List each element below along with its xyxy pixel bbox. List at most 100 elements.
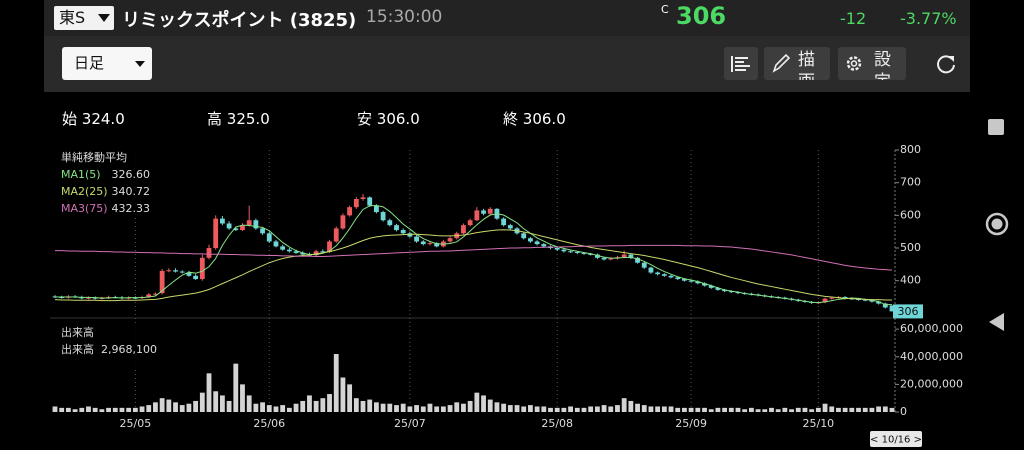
ma-line xyxy=(55,244,893,271)
volume-bar xyxy=(541,406,547,412)
volume-bar xyxy=(615,405,620,412)
legend-value: 326.60 xyxy=(112,168,151,181)
volume-bar xyxy=(715,407,721,412)
settings-button[interactable]: 設定 xyxy=(838,47,906,80)
candle-body xyxy=(219,218,225,224)
volume-title: 出来高 xyxy=(61,325,94,339)
refresh-button[interactable] xyxy=(934,52,958,76)
candle-body xyxy=(668,275,674,278)
candle-body xyxy=(842,297,848,299)
draw-button[interactable]: 描画 xyxy=(764,47,830,80)
volume-bar xyxy=(186,403,192,412)
candle-body xyxy=(206,248,212,258)
volume-bar xyxy=(635,403,640,412)
stock-name: リミックスポイント (3825) xyxy=(122,10,357,31)
volume-bar xyxy=(273,406,279,412)
volume-bar xyxy=(601,405,607,412)
volume-bar xyxy=(782,407,788,412)
candle-body xyxy=(608,258,614,260)
volume-bar xyxy=(300,400,306,412)
volume-bar xyxy=(52,406,58,412)
candle-body xyxy=(715,287,721,290)
volume-bar xyxy=(755,409,761,412)
candle-body xyxy=(722,289,728,292)
volume-bar xyxy=(126,407,132,412)
y-tick-label: 40,000,000 xyxy=(900,350,963,363)
indicator-button[interactable] xyxy=(724,47,758,80)
volume-bar xyxy=(434,406,440,412)
candle-body xyxy=(380,212,386,221)
y-tick-label: 700 xyxy=(900,176,921,189)
candle-body xyxy=(253,220,259,229)
volume-bar xyxy=(648,406,654,412)
volume-bar xyxy=(327,394,332,412)
candle-body xyxy=(554,248,560,250)
candle-body xyxy=(574,251,580,253)
y-tick-label: 60,000,000 xyxy=(900,322,963,335)
candle-body xyxy=(333,228,339,242)
candle-body xyxy=(601,257,607,260)
candle-body xyxy=(246,220,252,226)
volume-bar xyxy=(166,399,172,412)
volume-bar xyxy=(387,403,393,412)
volume-bar xyxy=(869,407,875,412)
candle-body xyxy=(487,208,493,214)
volume-bar xyxy=(373,402,379,412)
volume-bar xyxy=(521,406,527,412)
volume-bar xyxy=(748,407,754,412)
candle-body xyxy=(702,283,707,286)
candle-body xyxy=(400,230,406,234)
volume-bar xyxy=(360,400,366,412)
legend-name: MA3(75) xyxy=(61,202,108,215)
candle-body xyxy=(240,225,245,231)
volume-bar xyxy=(822,403,828,412)
candle-body xyxy=(561,249,567,252)
time: 15:30:00 xyxy=(366,7,443,27)
candle-body xyxy=(86,297,91,299)
volume-bar xyxy=(219,395,225,412)
volume-bar xyxy=(836,407,841,412)
volume-bar xyxy=(72,409,78,412)
volume-bar xyxy=(79,407,85,412)
candle-body xyxy=(193,275,199,280)
volume-bar xyxy=(655,406,661,412)
volume-bar xyxy=(815,407,821,412)
volume-bar xyxy=(340,377,346,412)
y-tick-label: 20,000,000 xyxy=(900,377,963,390)
ohlc-high: 高 325.0 xyxy=(207,108,270,129)
volume-bar xyxy=(367,399,373,412)
volume-bar xyxy=(862,407,868,412)
volume-bar xyxy=(534,406,540,412)
candle-body xyxy=(447,238,453,242)
ohlc-value: 306.0 xyxy=(522,110,566,128)
period-select[interactable]: 日足 xyxy=(62,47,152,80)
candle-body xyxy=(501,218,507,226)
nav-home[interactable] xyxy=(985,212,1009,236)
plot-area: 400 500 600 700 800 0 20,000,000 40,000,000 60,0… xyxy=(52,143,963,430)
change: -12 xyxy=(840,9,867,28)
volume-bar xyxy=(728,407,734,412)
volume-bar xyxy=(407,406,413,412)
nav-back[interactable] xyxy=(989,313,1004,331)
candle-body xyxy=(132,297,138,299)
volume-bar xyxy=(474,392,480,412)
volume-bar xyxy=(795,407,801,412)
nav-recents[interactable] xyxy=(988,119,1004,135)
cursor-label: < 10/16 > xyxy=(870,435,922,446)
candle-body xyxy=(420,241,426,245)
volume-bar xyxy=(280,405,286,412)
dropdown-arrow xyxy=(98,14,110,22)
ohlc-low: 安 306.0 xyxy=(357,108,420,129)
volume-bar xyxy=(501,403,507,412)
draw-label: 描画 xyxy=(798,50,815,80)
candle-body xyxy=(273,241,279,247)
candle-body xyxy=(387,220,393,226)
market-select[interactable]: 東S xyxy=(54,6,114,30)
volume-bar xyxy=(226,400,232,412)
volume-bar xyxy=(59,407,65,412)
volume-bar xyxy=(661,406,667,412)
x-tick-label: 25/08 xyxy=(541,417,573,430)
volume-bar xyxy=(722,407,728,412)
volume-bar xyxy=(260,402,265,412)
